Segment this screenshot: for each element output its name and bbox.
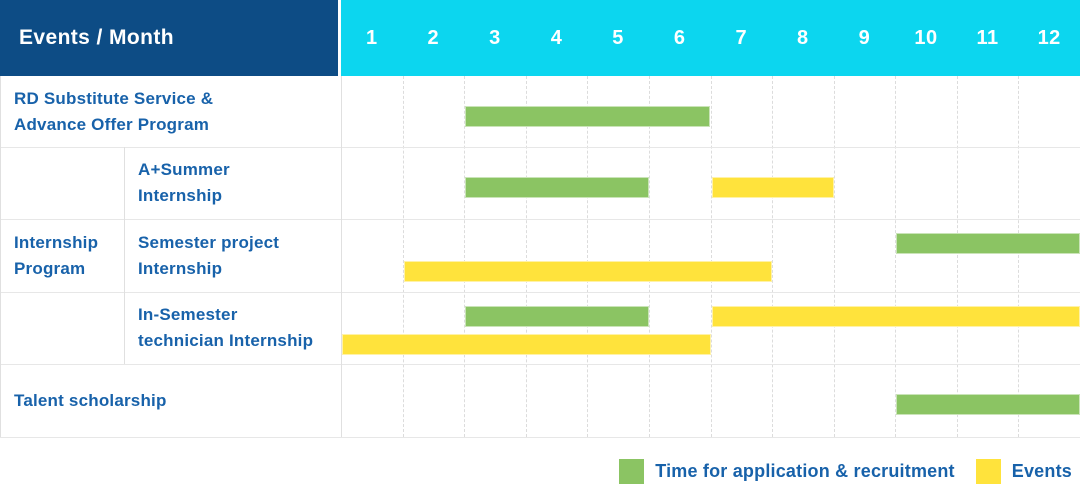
gridline-horizontal (0, 292, 1080, 293)
row-label-rd-substitute-service: RD Substitute Service & Advance Offer Pr… (14, 88, 214, 134)
legend-label-events: Events (1011, 461, 1072, 481)
recruitment-bar (896, 233, 1080, 254)
month-header-cell: 1 (365, 26, 378, 49)
group-label-internship-program: Internship Program (14, 232, 99, 278)
label-column-divider (341, 76, 342, 437)
gridline-horizontal (0, 219, 1080, 220)
table-left-border (0, 76, 1, 437)
gridline-vertical (648, 76, 650, 437)
gridline-vertical (772, 76, 774, 437)
events-bar (342, 334, 711, 355)
events-bar (403, 261, 773, 282)
gridline-vertical (710, 76, 712, 437)
recruitment-bar (465, 177, 649, 198)
legend: Time for application & recruitment Event… (619, 459, 1072, 484)
corner-header: Events / Month (0, 0, 338, 76)
month-header-cell: 6 (673, 26, 686, 49)
legend-swatch-recruitment (619, 459, 645, 484)
recruitment-bar (465, 306, 649, 327)
gridline-vertical (1018, 76, 1020, 437)
gridline-horizontal (0, 437, 1080, 438)
legend-item-recruitment: Time for application & recruitment (619, 459, 955, 484)
gridline-vertical (895, 76, 897, 437)
month-header-row: 1 2 3 4 5 6 7 8 9 10 11 12 (341, 0, 1080, 76)
gridline-vertical (587, 76, 589, 437)
gridline-vertical (464, 76, 466, 437)
recruitment-bar (465, 106, 711, 127)
gridline-vertical (833, 76, 835, 437)
month-header-cell: 12 (1037, 26, 1061, 49)
month-header-cell: 2 (427, 26, 440, 49)
row-label-a-summer-internship: A+Summer Internship (138, 160, 230, 205)
month-header-cell: 7 (735, 26, 748, 49)
events-bar (711, 306, 1080, 327)
month-header-cell: 10 (914, 26, 938, 49)
gridline-horizontal (0, 147, 1080, 148)
month-header-cell: 9 (858, 26, 871, 49)
corner-header-label: Events / Month (19, 26, 174, 49)
month-header-cell: 11 (976, 26, 999, 49)
legend-item-events: Events (975, 459, 1072, 484)
legend-label-recruitment: Time for application & recruitment (655, 461, 955, 481)
month-header-cell: 8 (797, 26, 809, 49)
recruitment-bar (896, 394, 1080, 415)
group-column-divider (124, 147, 125, 364)
month-header-cell: 4 (550, 26, 563, 49)
row-label-talent-scholarship: Talent scholarship (14, 390, 167, 410)
gridline-horizontal (0, 364, 1080, 365)
row-label-semester-project-internship: Semester project Internship (138, 232, 280, 278)
month-header-cell: 5 (612, 26, 624, 49)
gridline-vertical (402, 76, 404, 437)
legend-swatch-events (975, 459, 1001, 484)
gridline-vertical (525, 76, 527, 437)
row-label-in-semester-technician-internship: In-Semester technician Internship (138, 305, 314, 350)
events-bar (711, 177, 834, 198)
gridline-vertical (956, 76, 958, 437)
month-header-cell: 3 (489, 26, 501, 49)
